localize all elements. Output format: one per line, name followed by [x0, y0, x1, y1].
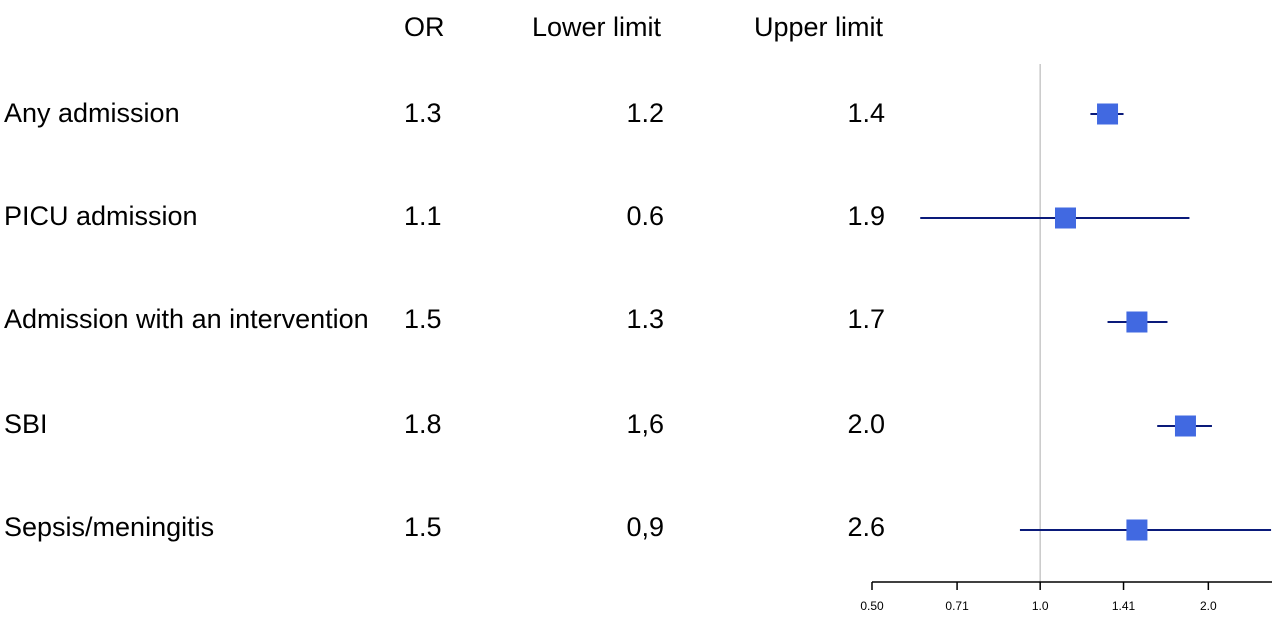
row-lower-admission-with-intervention: 1.3 — [626, 304, 664, 334]
row-lower-sbi: 1,6 — [626, 409, 664, 439]
estimate-marker-0 — [1097, 103, 1119, 125]
x-tick-label-1: 0.71 — [945, 599, 969, 613]
row-lower-any-admission: 1.2 — [626, 98, 664, 128]
estimate-marker-4 — [1126, 519, 1148, 541]
row-upper-sbi: 2.0 — [847, 409, 885, 439]
row-lower-sepsis-meningitis: 0,9 — [626, 512, 664, 542]
header-or: OR — [404, 12, 445, 42]
row-upper-picu-admission: 1.9 — [847, 201, 885, 231]
header-upper-limit: Upper limit — [754, 12, 884, 42]
row-upper-sepsis-meningitis: 2.6 — [847, 512, 885, 542]
row-upper-any-admission: 1.4 — [847, 98, 885, 128]
x-tick-label-2: 1.0 — [1032, 599, 1049, 613]
row-label-picu-admission: PICU admission — [4, 201, 198, 231]
x-tick-label-3: 1.41 — [1112, 599, 1136, 613]
row-or-picu-admission: 1.1 — [404, 201, 442, 231]
row-or-any-admission: 1.3 — [404, 98, 442, 128]
row-lower-picu-admission: 0.6 — [626, 201, 664, 231]
x-tick-label-0: 0.50 — [860, 599, 884, 613]
row-label-admission-with-intervention: Admission with an intervention — [4, 304, 369, 334]
x-tick-label-4: 2.0 — [1200, 599, 1217, 613]
estimate-marker-1 — [1054, 207, 1076, 229]
row-or-sbi: 1.8 — [404, 409, 442, 439]
estimate-marker-2 — [1126, 311, 1148, 333]
row-or-admission-with-intervention: 1.5 — [404, 304, 442, 334]
header-lower-limit: Lower limit — [532, 12, 662, 42]
row-label-sbi: SBI — [4, 409, 48, 439]
row-or-sepsis-meningitis: 1.5 — [404, 512, 442, 542]
row-label-any-admission: Any admission — [4, 98, 180, 128]
row-label-sepsis-meningitis: Sepsis/meningitis — [4, 512, 215, 542]
row-upper-admission-with-intervention: 1.7 — [847, 304, 885, 334]
estimate-marker-3 — [1174, 415, 1196, 437]
